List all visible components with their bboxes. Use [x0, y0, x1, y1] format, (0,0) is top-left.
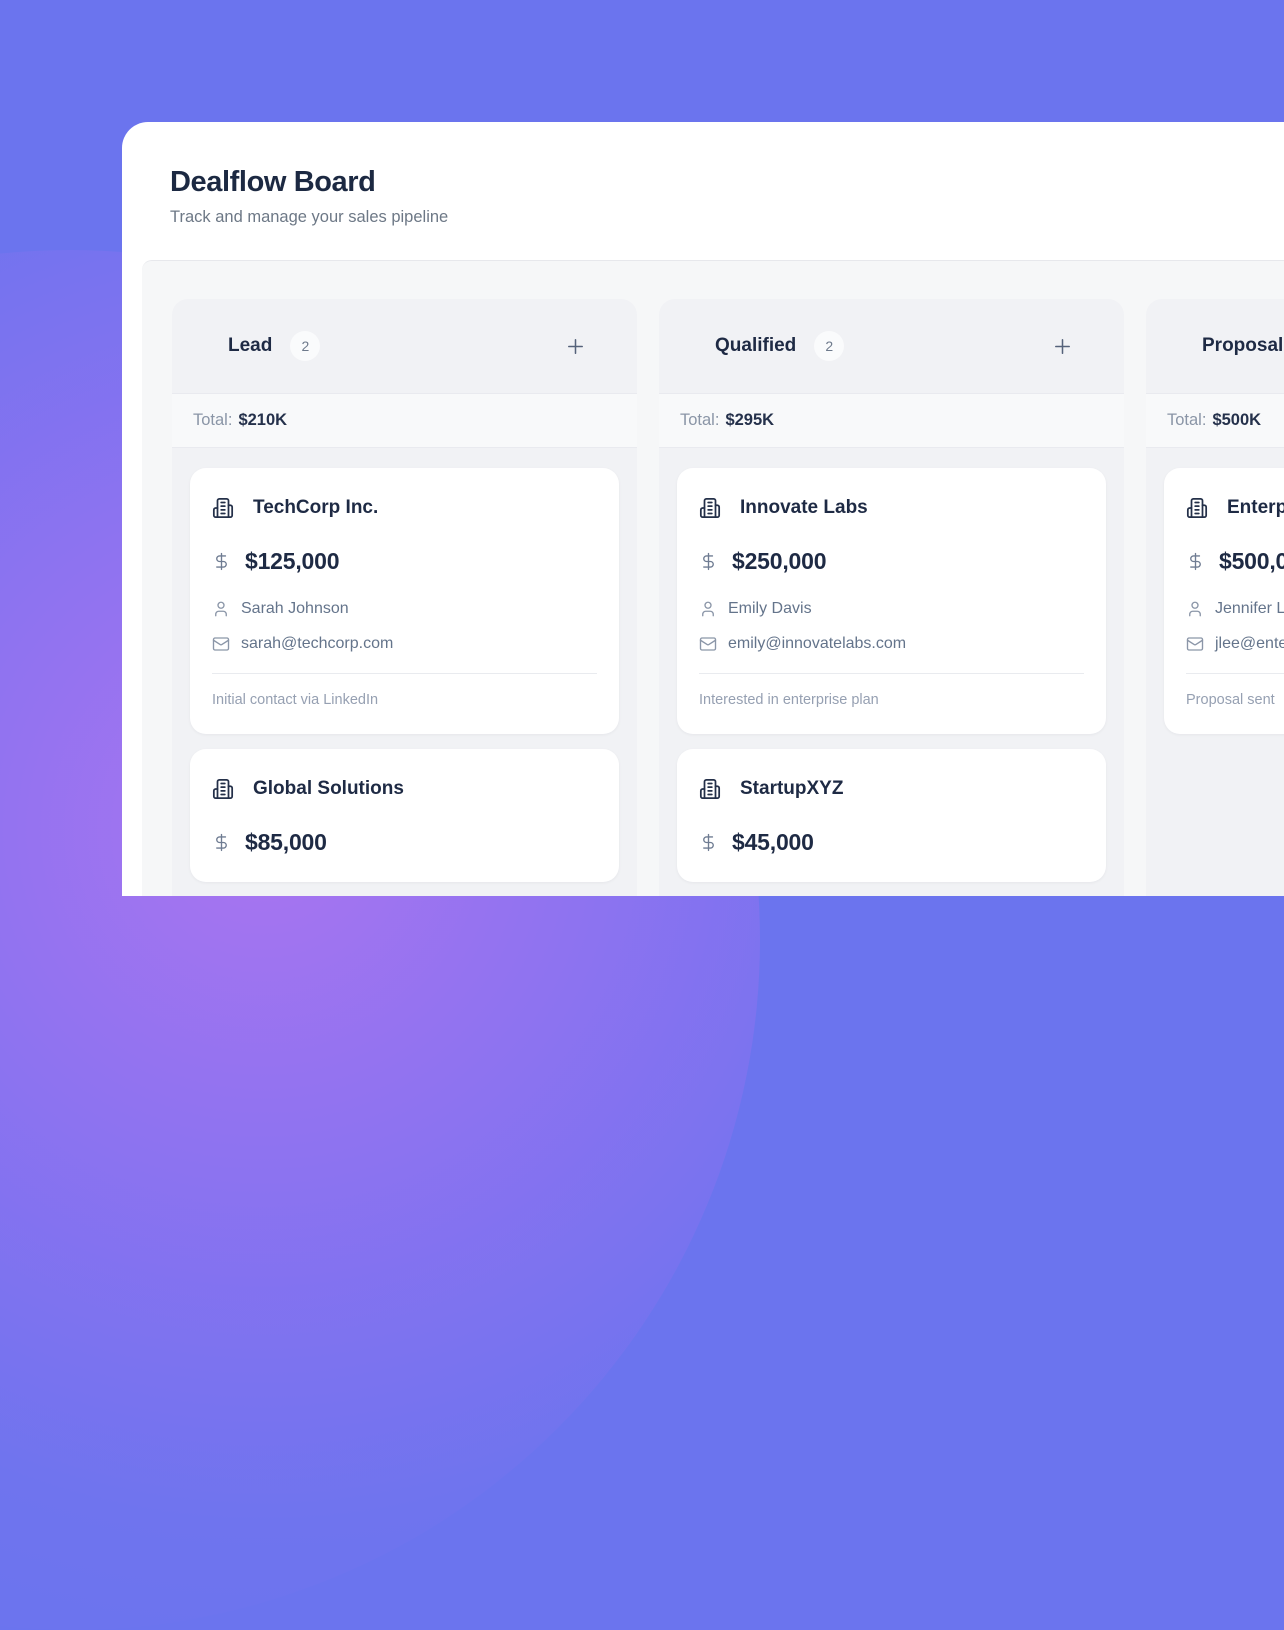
total-value: $210K	[238, 411, 288, 429]
contact-email: sarah@techcorp.com	[241, 635, 394, 652]
deal-card[interactable]: Innovate Labs $250,000 Emily Davis	[677, 468, 1106, 734]
desktop: { "header": { "title": "Dealflow Board",…	[0, 122, 1284, 1630]
deal-card[interactable]: Enterprise Co $500,000 Jennifer Lee	[1164, 468, 1284, 734]
kanban-column-proposal: Proposal Total: $500K Enterprise Co	[1146, 299, 1284, 896]
deal-note: Proposal sent	[1186, 692, 1275, 708]
deal-amount: $45,000	[732, 829, 814, 855]
mail-icon	[699, 637, 717, 651]
email-row: emily@innovatelabs.com	[699, 635, 1084, 653]
total-value: $295K	[725, 411, 775, 429]
amount-row: $250,000	[699, 548, 1084, 575]
deal-card[interactable]: TechCorp Inc. $125,000 Sarah Johnson	[190, 468, 619, 734]
deal-note: Interested in enterprise plan	[699, 692, 879, 708]
deal-count-badge: 2	[814, 331, 845, 361]
kanban-board: Lead 2 Total: $210K TechCorp Inc.	[142, 260, 1284, 896]
page-title: Dealflow Board	[170, 166, 376, 198]
company-row: Innovate Labs	[699, 497, 1084, 519]
column-header: Lead 2	[172, 299, 637, 393]
building-icon	[1186, 497, 1208, 519]
board-header: Dealflow Board Track and manage your sal…	[122, 122, 1284, 227]
company-row: Global Solutions	[212, 778, 597, 800]
company-name: StartupXYZ	[740, 778, 844, 799]
add-deal-button[interactable]	[562, 333, 589, 360]
contact-row: Sarah Johnson	[212, 600, 597, 618]
company-name: Innovate Labs	[740, 497, 868, 518]
company-name: Global Solutions	[253, 778, 404, 799]
column-title: Proposal	[1202, 335, 1284, 356]
columns-row: Lead 2 Total: $210K TechCorp Inc.	[172, 299, 1284, 896]
card-divider	[1186, 673, 1284, 674]
amount-row: $125,000	[212, 548, 597, 575]
page-subtitle: Track and manage your sales pipeline	[170, 208, 449, 226]
column-header: Proposal	[1146, 299, 1284, 393]
dollar-icon	[703, 552, 714, 571]
amount-row: $85,000	[212, 829, 597, 856]
building-icon	[212, 497, 234, 519]
plus-icon	[1055, 338, 1070, 354]
contact-row: Emily Davis	[699, 600, 1084, 618]
email-row: sarah@techcorp.com	[212, 635, 597, 653]
dollar-icon	[216, 833, 227, 852]
mail-icon	[212, 637, 230, 651]
column-total-row: Total: $500K	[1146, 393, 1284, 448]
plus-icon	[568, 338, 583, 354]
amount-row: $500,000	[1186, 548, 1284, 575]
card-list: Innovate Labs $250,000 Emily Davis	[659, 448, 1124, 896]
user-icon	[702, 601, 714, 617]
deal-note: Initial contact via LinkedIn	[212, 692, 379, 708]
deal-card[interactable]: StartupXYZ $45,000	[677, 749, 1106, 882]
user-icon	[215, 601, 227, 617]
contact-name: Sarah Johnson	[241, 600, 349, 617]
contact-email: emily@innovatelabs.com	[728, 635, 907, 652]
card-list: Enterprise Co $500,000 Jennifer Lee	[1146, 448, 1284, 754]
kanban-column-qualified: Qualified 2 Total: $295K Innovate Labs	[659, 299, 1124, 896]
column-header: Qualified 2	[659, 299, 1124, 393]
company-name: Enterprise Co	[1227, 497, 1284, 518]
total-label: Total:	[1167, 411, 1207, 429]
contact-row: Jennifer Lee	[1186, 600, 1284, 618]
card-divider	[699, 673, 1084, 674]
dollar-icon	[216, 552, 227, 571]
deal-card[interactable]: Global Solutions $85,000	[190, 749, 619, 882]
building-icon	[212, 778, 234, 800]
building-icon	[699, 778, 721, 800]
total-value: $500K	[1212, 411, 1262, 429]
deal-count-badge: 2	[290, 331, 321, 361]
deal-amount: $500,000	[1219, 548, 1284, 574]
dollar-icon	[703, 833, 714, 852]
deal-amount: $125,000	[245, 548, 340, 574]
mail-icon	[1186, 637, 1204, 651]
column-total-row: Total: $295K	[659, 393, 1124, 448]
column-total-row: Total: $210K	[172, 393, 637, 448]
app-window: Dealflow Board Track and manage your sal…	[122, 122, 1284, 896]
column-title: Qualified	[715, 335, 797, 356]
company-row: TechCorp Inc.	[212, 497, 597, 519]
company-row: StartupXYZ	[699, 778, 1084, 800]
card-list: TechCorp Inc. $125,000 Sarah Johnson	[172, 448, 637, 896]
amount-row: $45,000	[699, 829, 1084, 856]
kanban-column-lead: Lead 2 Total: $210K TechCorp Inc.	[172, 299, 637, 896]
email-row: jlee@enterprise.com	[1186, 635, 1284, 653]
contact-name: Emily Davis	[728, 600, 812, 617]
user-icon	[1189, 601, 1201, 617]
company-row: Enterprise Co	[1186, 497, 1284, 519]
deal-amount: $85,000	[245, 829, 327, 855]
contact-email: jlee@enterprise.com	[1215, 635, 1284, 652]
total-label: Total:	[193, 411, 233, 429]
company-name: TechCorp Inc.	[253, 497, 379, 518]
column-title: Lead	[228, 335, 273, 356]
contact-name: Jennifer Lee	[1215, 600, 1284, 617]
card-divider	[212, 673, 597, 674]
deal-amount: $250,000	[732, 548, 827, 574]
dollar-icon	[1190, 552, 1201, 571]
building-icon	[699, 497, 721, 519]
total-label: Total:	[680, 411, 720, 429]
add-deal-button[interactable]	[1049, 333, 1076, 360]
